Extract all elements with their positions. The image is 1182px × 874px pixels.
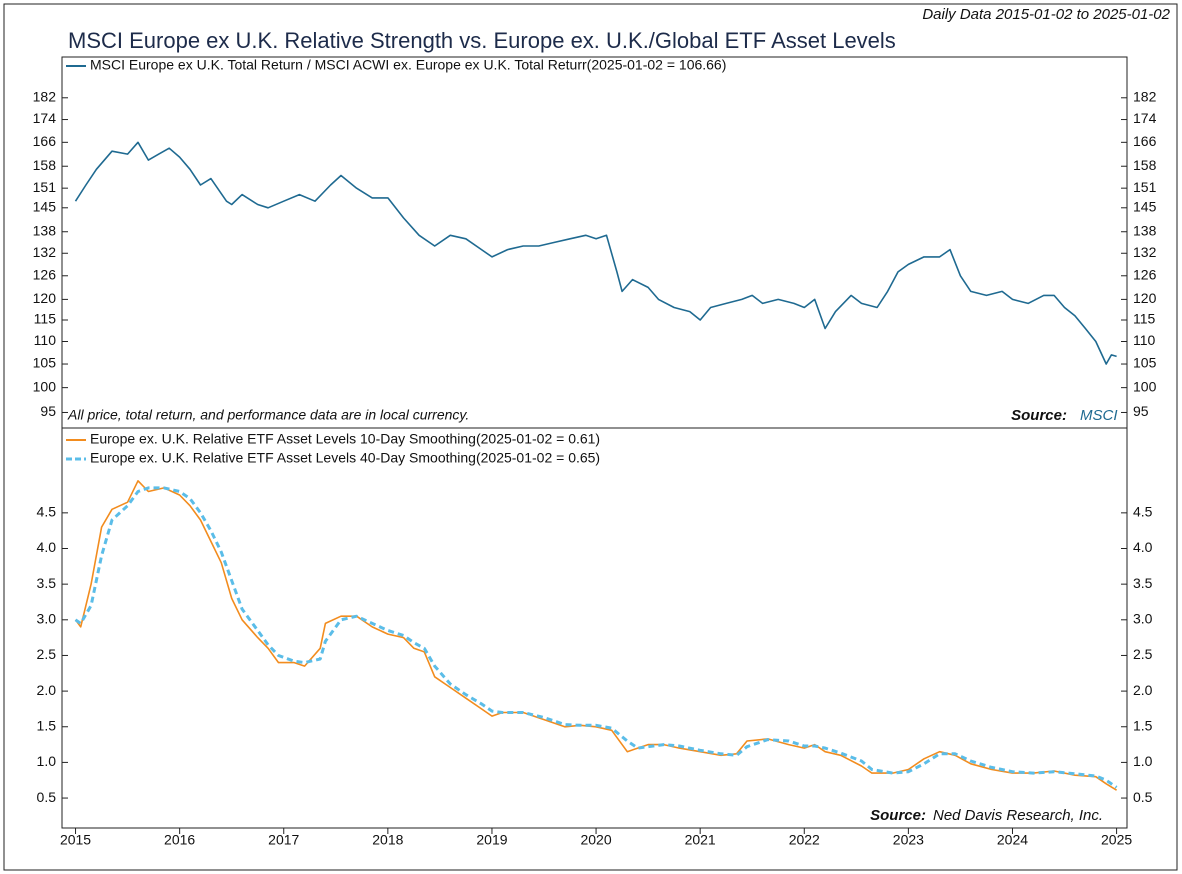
y-tick-label: 182 (1133, 88, 1157, 104)
series-line (74, 141, 1117, 365)
y-tick-label: 174 (33, 110, 57, 126)
source: MSCI (1080, 407, 1118, 424)
y-tick-label: 100 (1133, 378, 1157, 394)
series-line (74, 486, 1118, 789)
y-tick-label: 138 (33, 222, 57, 238)
y-tick-label: 4.0 (37, 539, 57, 555)
y-tick-label: 138 (1133, 222, 1157, 238)
legend-label: Europe ex. U.K. Relative ETF Asset Level… (90, 431, 600, 447)
y-tick-label: 4.5 (1133, 504, 1153, 520)
x-tick-label: 2019 (476, 832, 507, 848)
y-tick-label: 182 (33, 88, 57, 104)
y-tick-label: 126 (1133, 266, 1157, 282)
y-tick-label: 0.5 (37, 789, 57, 805)
y-tick-label: 120 (33, 290, 57, 306)
x-tick-label: 2023 (893, 832, 924, 848)
plot-frame (61, 56, 1128, 829)
y-tick-label: 145 (1133, 198, 1157, 214)
y-tick-label: 151 (1133, 179, 1157, 195)
y-tick-label: 105 (33, 355, 57, 371)
y-tick-label: 105 (1133, 355, 1157, 371)
y-tick-label: 166 (33, 133, 57, 149)
legend-label: MSCI Europe ex U.K. Total Return / MSCI … (90, 57, 726, 73)
x-tick-label: 2020 (580, 832, 611, 848)
chart-title: MSCI Europe ex U.K. Relative Strength vs… (68, 28, 896, 53)
x-tick-label: 2025 (1101, 832, 1132, 848)
source-label: Source: (870, 807, 926, 824)
outer-frame (3, 3, 1178, 871)
x-tick-label: 2016 (164, 832, 195, 848)
x-tick-label: 2018 (372, 832, 403, 848)
y-tick-label: 1.0 (37, 753, 57, 769)
source: Ned Davis Research, Inc. (933, 807, 1103, 824)
y-tick-label: 3.0 (37, 611, 57, 627)
y-tick-label: 4.0 (1133, 539, 1153, 555)
y-tick-label: 3.0 (1133, 611, 1153, 627)
y-tick-label: 166 (1133, 133, 1157, 149)
y-tick-label: 3.5 (1133, 575, 1153, 591)
x-tick-label: 2024 (997, 832, 1028, 848)
y-tick-label: 1.0 (1133, 753, 1153, 769)
y-tick-label: 3.5 (37, 575, 57, 591)
legend-label: Europe ex. U.K. Relative ETF Asset Level… (90, 450, 600, 466)
series-line (74, 480, 1118, 791)
y-tick-label: 1.5 (37, 717, 57, 733)
y-tick-label: 0.5 (1133, 789, 1153, 805)
y-tick-label: 151 (33, 179, 57, 195)
header: Daily Data 2015-01-02 to 2025-01-02 (922, 6, 1170, 23)
y-tick-label: 126 (33, 266, 57, 282)
x-tick-label: 2015 (60, 832, 91, 848)
y-tick-label: 100 (33, 378, 57, 394)
y-tick-label: 158 (1133, 157, 1157, 173)
y-tick-label: 132 (1133, 244, 1157, 260)
y-tick-label: 110 (1133, 332, 1156, 348)
y-tick-label: 2.0 (37, 682, 57, 698)
x-tick-label: 2021 (685, 832, 716, 848)
y-tick-label: 95 (1133, 403, 1149, 419)
y-tick-label: 95 (40, 403, 56, 419)
y-tick-label: 110 (34, 332, 57, 348)
source-label: Source: (1011, 407, 1067, 424)
note: All price, total return, and performance… (67, 407, 469, 423)
y-tick-label: 115 (1133, 311, 1156, 327)
y-tick-label: 2.0 (1133, 682, 1153, 698)
x-tick-label: 2022 (789, 832, 820, 848)
y-tick-label: 115 (34, 311, 57, 327)
y-tick-label: 2.5 (37, 646, 57, 662)
x-tick-label: 2017 (268, 832, 299, 848)
y-tick-label: 158 (33, 157, 57, 173)
y-tick-label: 120 (1133, 290, 1157, 306)
y-tick-label: 145 (33, 198, 57, 214)
y-tick-label: 132 (33, 244, 57, 260)
y-tick-label: 1.5 (1133, 717, 1153, 733)
y-tick-label: 2.5 (1133, 646, 1153, 662)
y-tick-label: 4.5 (37, 504, 57, 520)
y-tick-label: 174 (1133, 110, 1157, 126)
